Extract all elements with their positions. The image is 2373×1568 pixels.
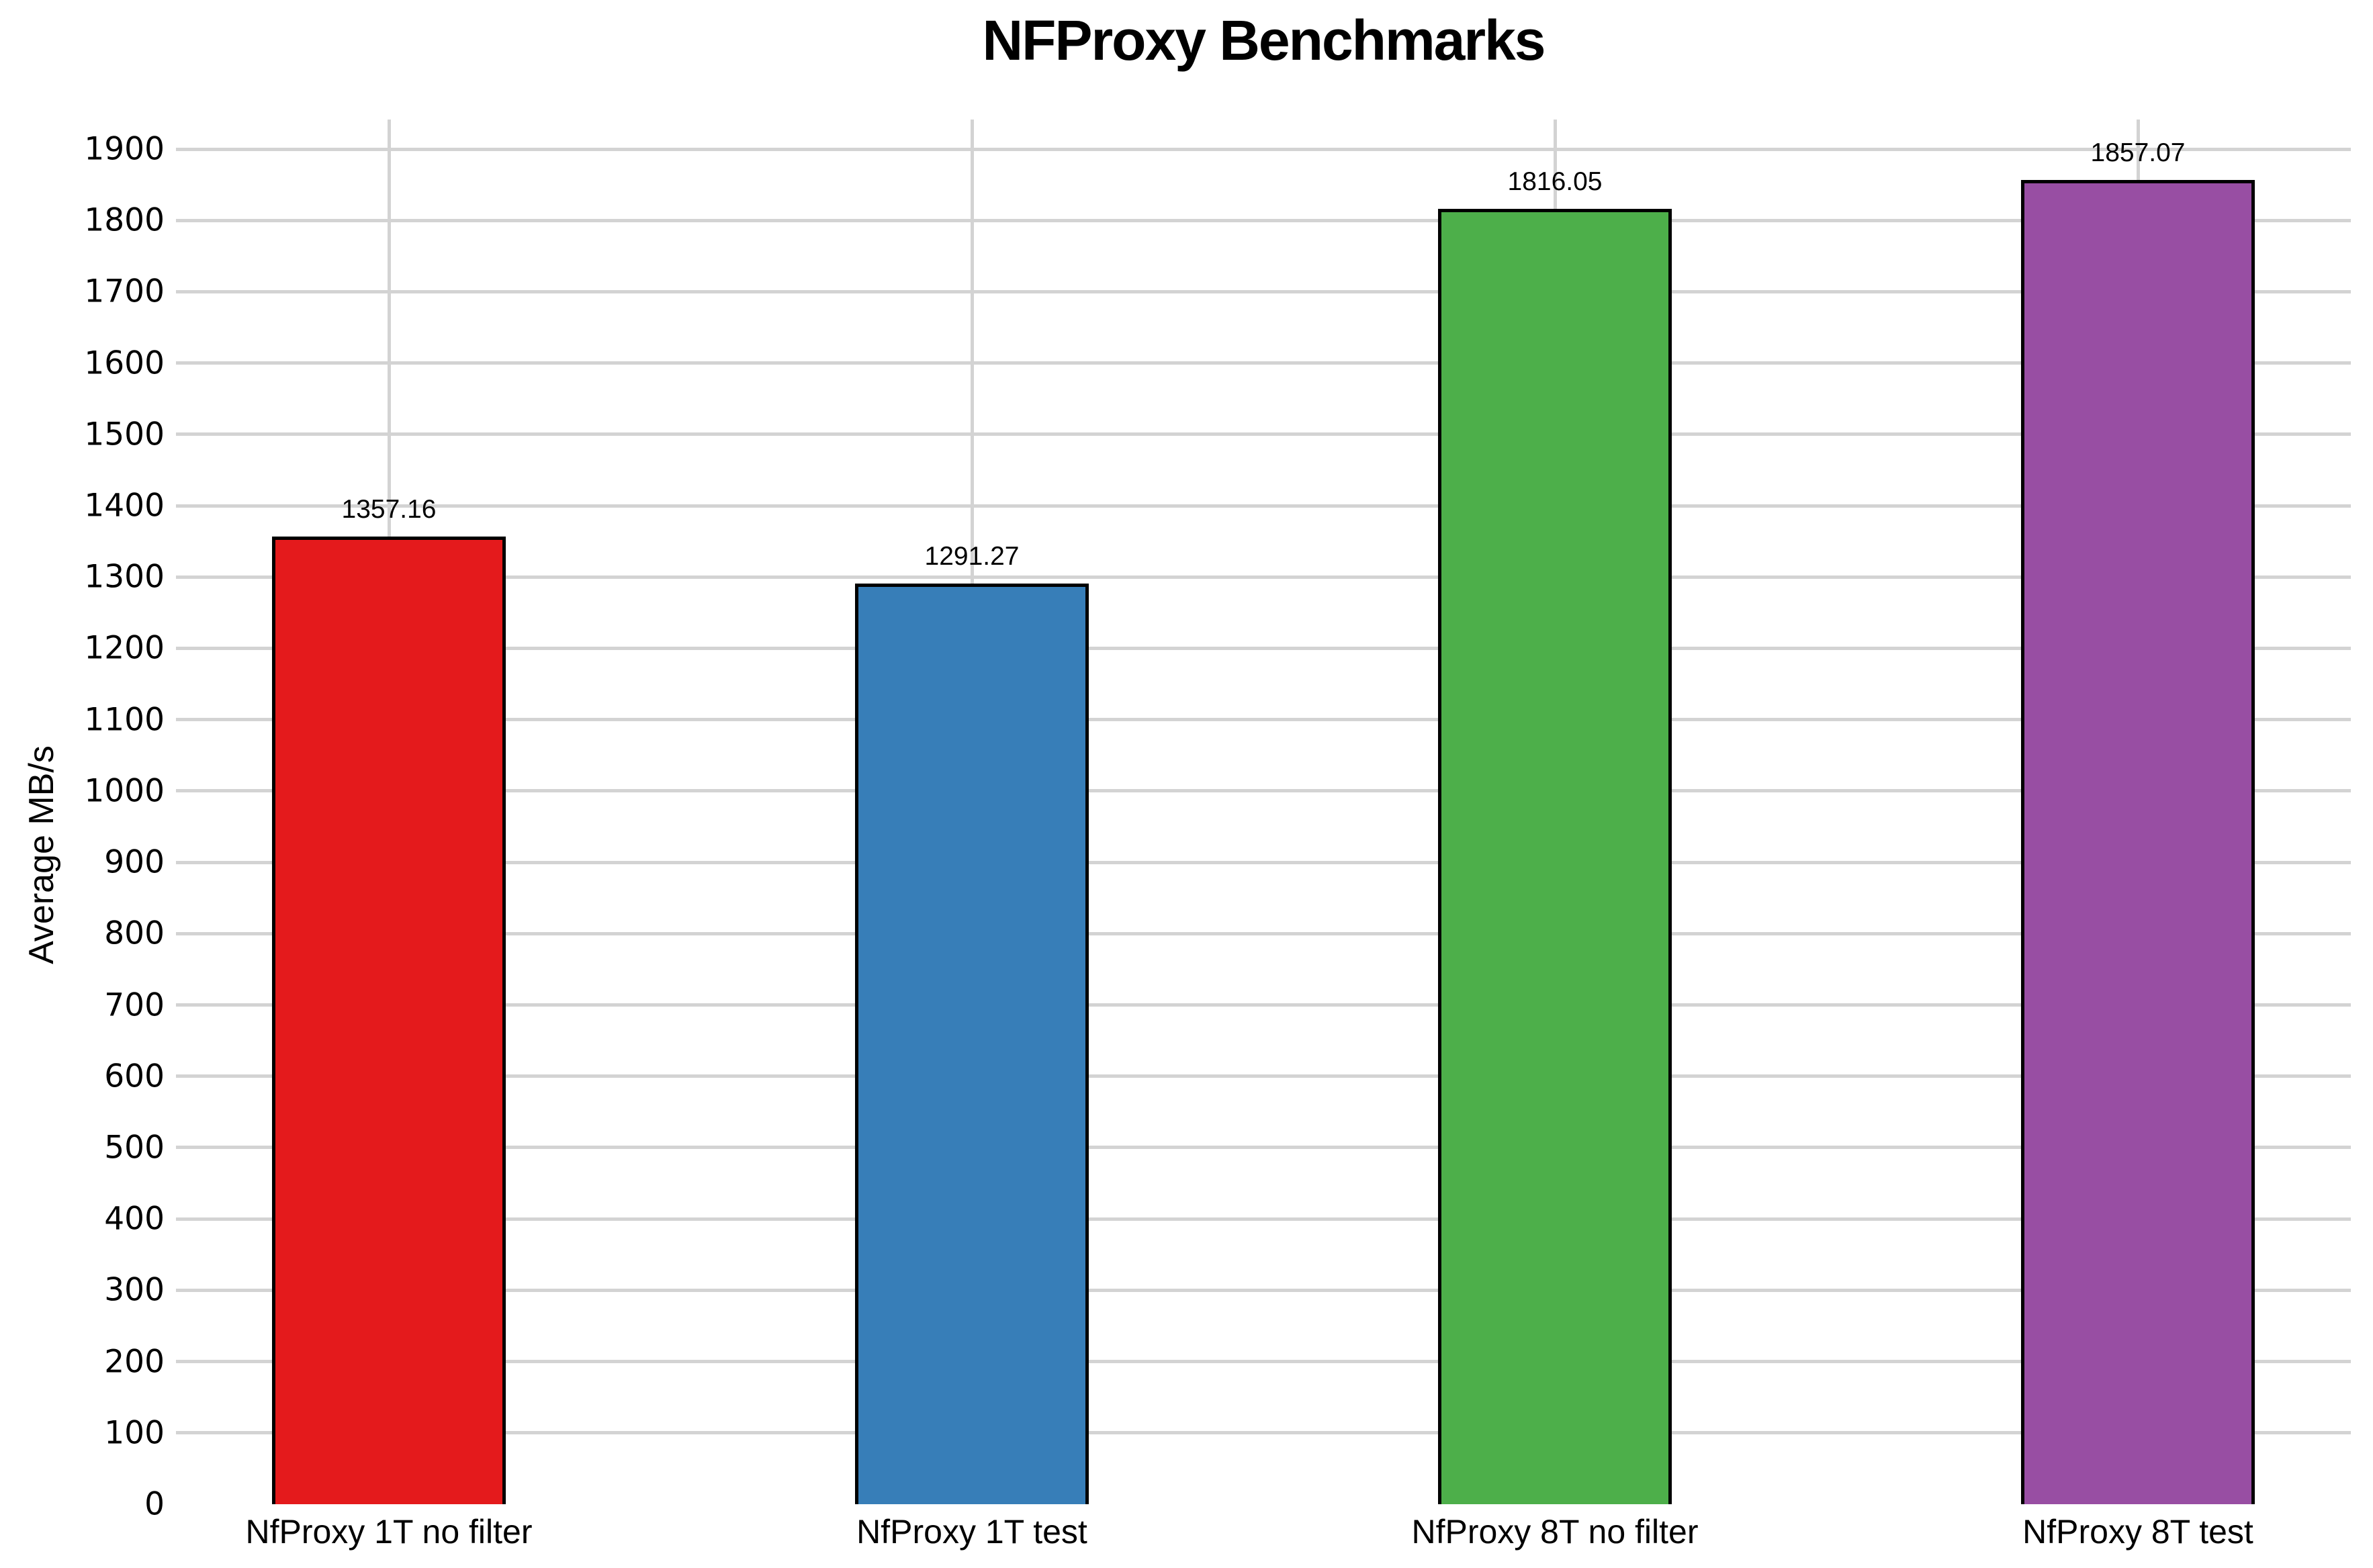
chart-title: NFProxy Benchmarks (982, 9, 1546, 72)
x-tick-label: NfProxy 1T test (856, 1513, 1087, 1551)
y-tick-label: 1000 (84, 772, 165, 810)
y-gridline (176, 789, 2351, 793)
y-gridline (176, 1360, 2351, 1364)
y-gridline (176, 1288, 2351, 1292)
x-tick-label: NfProxy 8T no filter (1411, 1513, 1699, 1551)
y-gridline (176, 504, 2351, 508)
y-gridline (176, 575, 2351, 579)
y-tick-label: 700 (104, 986, 165, 1024)
y-tick-label: 0 (144, 1485, 165, 1523)
y-tick-label: 100 (104, 1414, 165, 1452)
y-gridline (176, 432, 2351, 436)
y-gridline (176, 1431, 2351, 1435)
y-gridline (176, 1074, 2351, 1078)
bar-value-label: 1816.05 (1507, 167, 1603, 197)
y-gridline (176, 718, 2351, 722)
bar (272, 536, 506, 1504)
y-gridline (176, 931, 2351, 935)
y-gridline (176, 1217, 2351, 1221)
x-tick-label: NfProxy 1T no filter (245, 1513, 533, 1551)
y-gridline (176, 147, 2351, 151)
bar (1438, 209, 1672, 1504)
y-tick-label: 600 (104, 1058, 165, 1095)
y-tick-label: 1200 (84, 629, 165, 667)
y-tick-label: 1500 (84, 416, 165, 453)
bar (2021, 179, 2255, 1504)
y-tick-label: 1800 (84, 201, 165, 239)
y-tick-label: 900 (104, 843, 165, 881)
y-tick-label: 200 (104, 1343, 165, 1381)
y-tick-label: 1700 (84, 273, 165, 310)
bar-value-label: 1357.16 (341, 494, 437, 524)
y-tick-label: 1900 (84, 130, 165, 168)
y-gridline (176, 361, 2351, 365)
y-tick-label: 1400 (84, 487, 165, 524)
y-gridline (176, 1146, 2351, 1150)
x-tick-label: NfProxy 8T test (2022, 1513, 2253, 1551)
y-tick-label: 1300 (84, 558, 165, 596)
y-gridline (176, 289, 2351, 293)
y-gridline (176, 1003, 2351, 1007)
y-gridline (176, 646, 2351, 650)
bar (855, 583, 1089, 1504)
bar-value-label: 1857.07 (2090, 138, 2186, 167)
y-tick-label: 1100 (84, 701, 165, 739)
y-tick-label: 800 (104, 915, 165, 952)
y-tick-label: 300 (104, 1271, 165, 1309)
bar-value-label: 1291.27 (924, 541, 1020, 571)
y-tick-label: 1600 (84, 344, 165, 382)
y-tick-label: 500 (104, 1129, 165, 1166)
y-gridline (176, 218, 2351, 222)
y-gridline (176, 860, 2351, 864)
y-tick-label: 400 (104, 1200, 165, 1238)
